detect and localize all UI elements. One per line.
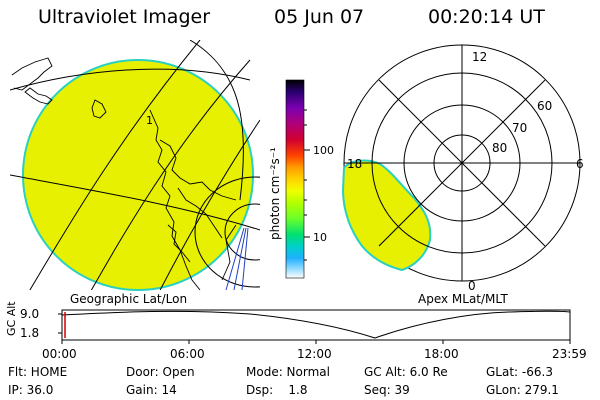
status-dsp: Dsp: 1.8 xyxy=(246,383,308,397)
meridian-line xyxy=(233,227,247,290)
meridian-line xyxy=(241,227,249,290)
coastline xyxy=(221,224,237,281)
geo-grid-line xyxy=(224,203,260,261)
status-seq: Seq: 39 xyxy=(364,383,410,397)
geo-lat-label: 1 xyxy=(146,114,153,127)
geo-panel: 1 xyxy=(10,40,260,291)
altitude-xtick-label: 00:00 xyxy=(42,347,77,361)
mlat-label-70: 70 xyxy=(512,121,527,135)
colorbar: 100 10 photon cm⁻²s⁻¹ xyxy=(268,79,334,279)
polar-panel: 12 6 0 18 60 70 80 xyxy=(341,44,584,293)
coastline xyxy=(91,99,107,119)
mlat-label-80: 80 xyxy=(492,141,507,155)
coastline xyxy=(149,109,201,290)
status-gain: Gain: 14 xyxy=(126,383,177,397)
mlt-label-0: 0 xyxy=(468,279,476,293)
status-flight: Flt: HOME xyxy=(8,365,68,379)
altitude-xtick-label: 06:00 xyxy=(170,347,205,361)
coastline xyxy=(24,87,53,105)
geo-grid-line xyxy=(194,176,260,288)
altitude-xtick-label: 23:59 xyxy=(552,347,587,361)
altitude-curve xyxy=(61,310,571,339)
polar-panel-label: Apex MLat/MLT xyxy=(418,292,508,306)
mlt-label-12: 12 xyxy=(472,50,487,64)
colorbar-tick-label: 100 xyxy=(313,144,334,157)
geo-grid-line xyxy=(159,119,260,290)
time-label: 00:20:14 UT xyxy=(428,6,545,28)
altitude-ytick-label: 1.8 xyxy=(20,326,40,340)
polar-aurora-region xyxy=(341,159,432,272)
mlt-label-6: 6 xyxy=(576,157,584,171)
coastline xyxy=(11,57,53,91)
app-title: Ultraviolet Imager xyxy=(38,6,211,28)
colorbar-unit-label: photon cm⁻²s⁻¹ xyxy=(268,147,282,240)
geo-panel-label: Geographic Lat/Lon xyxy=(70,292,188,306)
coastline xyxy=(167,224,191,263)
date-label: 05 Jun 07 xyxy=(274,6,365,28)
status-door: Door: Open xyxy=(126,365,195,379)
geo-grid-line xyxy=(10,174,260,231)
altitude-plot xyxy=(58,309,571,344)
status-ip: IP: 36.0 xyxy=(8,383,54,397)
status-glat: GLat: -66.3 xyxy=(486,365,553,379)
coastline xyxy=(159,139,237,201)
status-gc-alt: GC Alt: 6.0 Re xyxy=(364,365,448,379)
geo-aurora-disc xyxy=(22,59,254,291)
polar-meridian xyxy=(378,79,546,247)
status-glon: GLon: 279.1 xyxy=(486,383,559,397)
altitude-ytick-label: 9.0 xyxy=(20,307,40,321)
altitude-ylabel: GC Alt xyxy=(5,301,18,336)
colorbar-tick-label: 10 xyxy=(313,231,327,244)
altitude-plot-frame xyxy=(61,309,571,341)
geo-grid-line xyxy=(189,40,244,201)
geo-grid-line xyxy=(10,68,251,91)
mlt-label-18: 18 xyxy=(347,157,362,171)
colorbar-rect xyxy=(285,79,305,279)
coastline xyxy=(177,187,223,239)
altitude-xtick-label: 18:00 xyxy=(424,347,459,361)
geo-grid-line xyxy=(90,59,251,290)
mlat-label-60: 60 xyxy=(537,99,552,113)
altitude-xtick-label: 12:00 xyxy=(297,347,332,361)
status-mode: Mode: Normal xyxy=(246,365,330,379)
meridian-line xyxy=(225,227,245,290)
